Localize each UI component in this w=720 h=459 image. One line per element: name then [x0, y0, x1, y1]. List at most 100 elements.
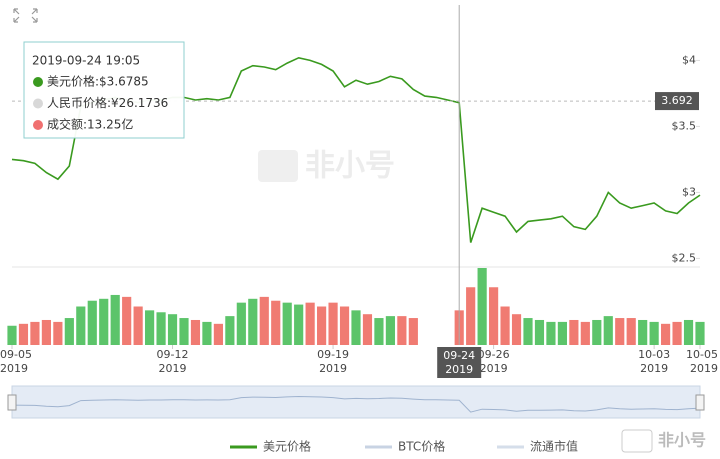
volume-bar — [167, 314, 178, 345]
volume-bar — [202, 321, 212, 345]
volume-bar — [397, 316, 407, 345]
x-tick-year: 2019 — [640, 362, 668, 375]
volume-bar — [248, 298, 258, 345]
volume-bar — [294, 304, 304, 345]
volume-bar — [64, 318, 74, 345]
volume-bar — [76, 306, 86, 345]
volume-bar — [225, 316, 235, 345]
volume-bar — [339, 306, 350, 345]
volume-bar — [615, 318, 625, 345]
x-tick-year: 2019 — [690, 362, 718, 375]
navigator-handle[interactable] — [695, 394, 705, 411]
x-tick-label: 09-19 — [317, 348, 349, 361]
volume-bar — [110, 294, 120, 345]
volume-bar — [638, 319, 648, 345]
volume-bar — [500, 306, 510, 345]
expand-glyph — [13, 8, 38, 23]
volume-bar — [133, 306, 143, 345]
x-tick-year: 2019 — [319, 362, 347, 375]
volume-bar — [351, 310, 361, 345]
tooltip-title: 2019-09-24 19:05 — [32, 54, 140, 68]
volume-bar — [87, 300, 97, 345]
legend-label[interactable]: BTC价格 — [398, 439, 445, 454]
watermark: 非小号 — [258, 149, 395, 184]
x-tick-label: 09-05 — [0, 348, 32, 361]
volume-bar — [282, 302, 292, 345]
plot: $2.5$3$3.5$409-05201909-12201909-1920190… — [0, 5, 718, 454]
tooltip-dot — [33, 120, 43, 130]
crosshair-date-label: 09-24 — [443, 349, 475, 362]
volume-bar — [672, 321, 682, 345]
tooltip-item: 人民币价格:¥26.1736 — [47, 95, 168, 110]
volume-bar — [546, 321, 556, 345]
volume-bar — [626, 318, 636, 345]
volume-bar — [30, 321, 40, 345]
volume-bar — [271, 300, 281, 345]
watermark-text: 非小号 — [305, 149, 395, 184]
volume-bar — [213, 323, 223, 345]
volume-bar — [179, 318, 189, 345]
logo: 非小号 — [621, 429, 706, 453]
y-tick-label: $3.5 — [672, 119, 697, 132]
volume-bar — [317, 306, 327, 345]
volume-bar — [489, 287, 499, 345]
volume-bar — [477, 268, 487, 345]
volume-bar — [408, 318, 418, 345]
volume-bar — [18, 323, 29, 345]
logo-text: 非小号 — [658, 431, 706, 450]
volume-bar — [695, 321, 705, 345]
x-tick-label: 09-12 — [157, 348, 189, 361]
volume-bar — [328, 302, 338, 345]
x-tick-year: 2019 — [0, 362, 28, 375]
watermark-icon — [258, 150, 298, 182]
volume-bar — [259, 296, 269, 345]
volume-bar — [7, 325, 17, 345]
volume-bar — [534, 319, 545, 345]
expand-icon[interactable] — [13, 8, 38, 23]
volume-bar — [592, 319, 602, 345]
logo-icon — [621, 429, 653, 453]
volume-bar — [41, 319, 51, 345]
volume-bar — [569, 319, 579, 345]
tooltip-item: 成交额:13.25亿 — [47, 117, 133, 132]
tooltip-dot — [33, 98, 43, 109]
crosshair-value-label: 3.692 — [661, 94, 693, 107]
volume-bar — [466, 287, 476, 345]
x-tick-label: 09-26 — [478, 348, 510, 361]
crosshair-date-box — [437, 347, 482, 378]
volume-bar — [122, 296, 132, 345]
x-tick-year: 2019 — [159, 362, 187, 375]
y-tick-label: $4 — [682, 53, 696, 66]
navigator-bg — [11, 385, 701, 419]
volume-bar — [385, 316, 395, 345]
x-tick-label: 10-05 — [686, 348, 718, 361]
tooltip-item: 美元价格:$3.6785 — [47, 74, 149, 89]
legend-label[interactable]: 流通市值 — [530, 439, 578, 454]
volume-bar — [362, 314, 373, 345]
volume-bar — [53, 321, 63, 345]
volume-bar — [683, 319, 694, 345]
y-tick-label: $2.5 — [672, 251, 697, 264]
volume-bar — [374, 318, 384, 345]
volume-bar — [190, 319, 201, 345]
navigator-line — [11, 395, 701, 413]
volume-bar — [661, 323, 671, 345]
volume-bar — [236, 302, 246, 345]
legend-label[interactable]: 美元价格 — [263, 439, 311, 454]
volume-bar — [145, 310, 155, 345]
volume-bar — [99, 298, 109, 345]
x-tick-year: 2019 — [480, 362, 508, 375]
volume-bar — [305, 302, 315, 345]
crosshair-value-box — [655, 92, 699, 111]
crosshair-year-label: 2019 — [445, 363, 473, 376]
y-tick-label: $3 — [682, 185, 696, 198]
x-tick-label: 10-03 — [638, 348, 670, 361]
volume-bar — [156, 312, 166, 345]
volume-bar — [649, 321, 659, 345]
navigator-handle[interactable] — [7, 394, 17, 411]
volume-bar — [580, 321, 590, 345]
tooltip-box — [23, 41, 185, 139]
volume-bar — [603, 316, 613, 345]
tooltip-dot — [33, 77, 43, 87]
